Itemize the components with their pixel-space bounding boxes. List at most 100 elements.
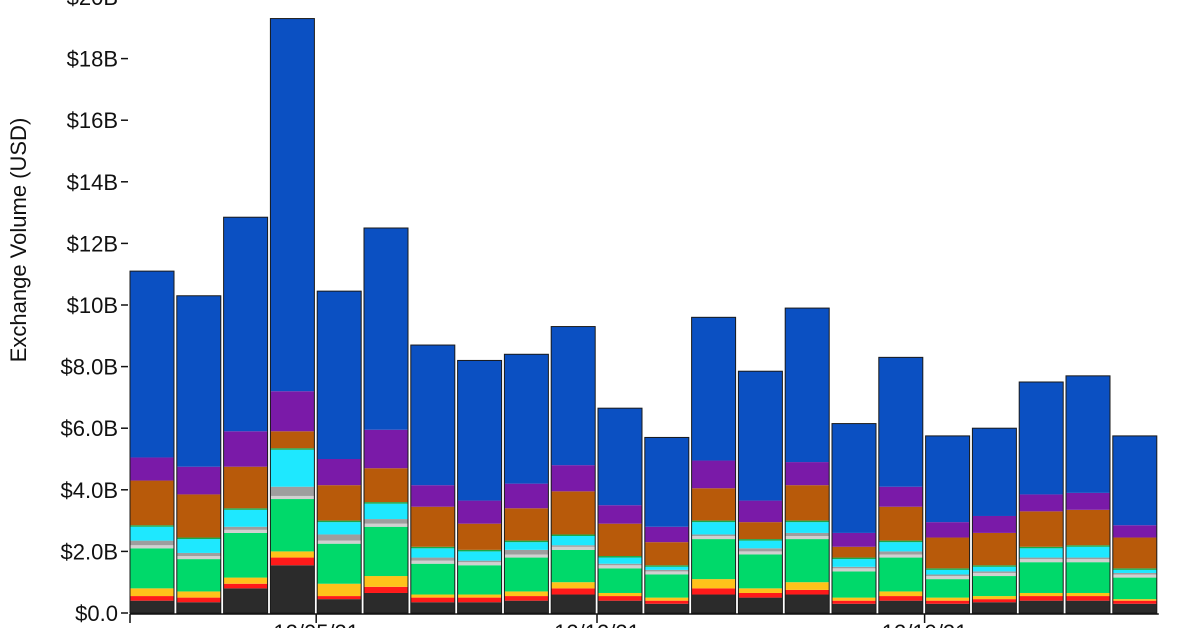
bars-group [129, 18, 1158, 614]
bar-segment [504, 354, 549, 484]
bar-segment [691, 536, 736, 540]
y-tick-label: $4.0B [61, 478, 119, 503]
bar-segment [878, 551, 923, 555]
bar-outline [597, 407, 643, 614]
bar-segment [878, 554, 923, 558]
bar-outline [457, 359, 503, 614]
bar-stack [457, 359, 503, 614]
bar-segment [691, 460, 736, 489]
bar-segment [785, 582, 830, 590]
bar-segment [691, 317, 736, 461]
bar-segment [1066, 600, 1110, 613]
bar-segment [270, 557, 315, 566]
x-tick-label: 12/12/21 [554, 620, 640, 628]
bar-segment [598, 568, 642, 593]
bar-segment [317, 543, 362, 584]
bar-segment [317, 291, 362, 459]
bar-segment [785, 532, 830, 536]
bar-segment [130, 526, 174, 541]
bar-segment [644, 566, 689, 570]
bar-segment [410, 557, 455, 561]
bar-segment [691, 488, 736, 521]
bar-segment [176, 552, 221, 557]
bar-segment [504, 540, 549, 543]
bar-segment [504, 483, 549, 509]
bar-segment [270, 551, 315, 558]
bar-outline [644, 436, 690, 614]
bar-segment [270, 448, 315, 450]
bar-segment [878, 596, 923, 601]
bar-segment [878, 600, 923, 613]
bar-segment [223, 431, 268, 467]
bar-segment [1019, 600, 1064, 613]
bar-outline [1112, 435, 1158, 614]
bar-segment [832, 423, 876, 533]
bar-segment [785, 462, 830, 486]
bar-segment [1112, 568, 1157, 570]
y-tick-label: $0.0 [75, 601, 118, 626]
bar-segment [504, 557, 549, 592]
x-axis-ticks: 12/05/21 12/12/21 12/19/21 [129, 614, 968, 628]
bar-segment [364, 523, 408, 527]
bar-segment [457, 551, 502, 561]
bar-segment [972, 599, 1017, 603]
bar-segment [130, 600, 174, 613]
bar-segment [176, 556, 221, 560]
bar-segment [551, 536, 596, 546]
bar-segment [551, 545, 596, 547]
bar-outline [503, 353, 549, 614]
bar-segment [317, 485, 362, 521]
bar-segment [972, 596, 1017, 600]
bar-segment [223, 532, 268, 578]
bar-outline [971, 427, 1017, 614]
bar-outline [1065, 375, 1111, 614]
x-tick-label: 12/05/21 [273, 620, 359, 628]
bar-outline [316, 290, 362, 614]
bar-segment [1112, 599, 1157, 601]
bar-segment [1019, 546, 1064, 549]
bar-segment [738, 551, 783, 555]
bar-segment [925, 568, 970, 570]
bar-outline [410, 344, 456, 614]
bar-segment [364, 502, 408, 504]
bar-stack [316, 290, 362, 614]
bar-segment [738, 548, 783, 552]
y-axis-ticks: $0.0 $2.0B $4.0B $6.0B $8.0B $10B $12B $14B $16B… [61, 0, 128, 626]
bar-segment [130, 271, 174, 458]
bar-stack [971, 427, 1017, 614]
bar-segment [785, 485, 830, 521]
bar-segment [644, 603, 689, 613]
bar-segment [1112, 577, 1157, 600]
bar-segment [832, 566, 876, 569]
bar-outline [925, 435, 971, 614]
bar-segment [1019, 494, 1064, 512]
bar-segment [832, 571, 876, 598]
bar-stack [129, 270, 175, 614]
bar-segment [504, 542, 549, 550]
bar-segment [1066, 559, 1110, 563]
bar-segment [223, 577, 268, 584]
x-tick-label: 12/19/21 [882, 620, 968, 628]
bar-segment [176, 591, 221, 598]
bar-segment [457, 500, 502, 524]
bar-segment [504, 591, 549, 597]
bar-segment [317, 534, 362, 541]
bar-stack [691, 316, 737, 614]
bar-segment [878, 486, 923, 507]
bar-segment [551, 546, 596, 550]
bar-segment [925, 574, 970, 577]
bar-segment [1019, 557, 1064, 560]
bar-segment [644, 542, 689, 566]
bar-segment [176, 539, 221, 553]
bar-segment [270, 18, 315, 392]
bar-segment [1066, 546, 1110, 558]
bar-outline [691, 316, 737, 614]
bar-segment [130, 457, 174, 481]
bar-segment [832, 603, 876, 613]
bar-segment [317, 540, 362, 544]
bar-segment [738, 371, 783, 501]
bar-segment [1112, 603, 1157, 613]
bar-segment [457, 360, 502, 501]
bar-segment [317, 522, 362, 535]
